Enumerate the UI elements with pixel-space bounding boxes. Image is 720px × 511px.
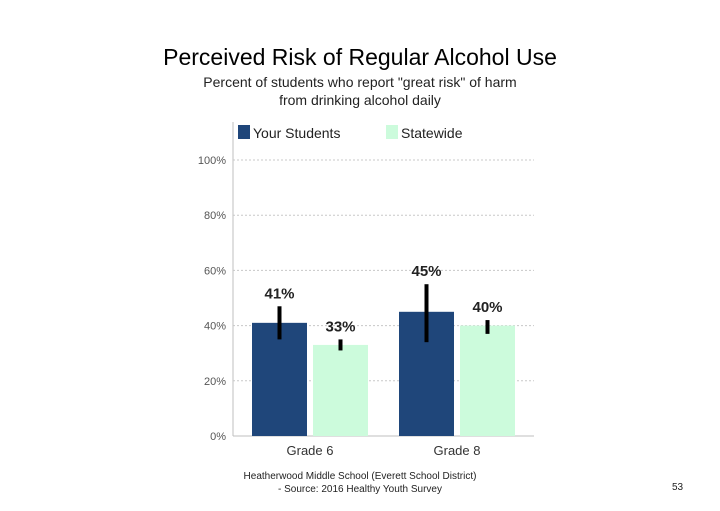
y-tick-label: 40% (204, 321, 226, 333)
footer-school: Heatherwood Middle School (Everett Schoo… (243, 471, 477, 482)
y-tick-label: 60% (204, 265, 226, 277)
subtitle-line-1: Percent of students who report "great ri… (203, 74, 517, 90)
y-tick-label: 20% (204, 376, 226, 388)
x-tick-label: Grade 8 (434, 443, 481, 458)
bar (460, 325, 515, 436)
footer-source: Heatherwood Middle School (Everett Schoo… (230, 470, 490, 496)
legend-label: Your Students (253, 125, 340, 141)
subtitle-line-2: from drinking alcohol daily (279, 92, 441, 108)
data-label: 40% (472, 299, 502, 316)
bar (313, 344, 368, 436)
page-number: 53 (672, 482, 684, 493)
legend-swatch (238, 125, 250, 139)
data-label: 45% (411, 263, 441, 280)
chart-title: Perceived Risk of Regular Alcohol Use (163, 44, 557, 70)
y-tick-label: 100% (198, 155, 226, 167)
data-label: 41% (264, 285, 294, 302)
y-tick-label: 0% (210, 431, 226, 443)
bar (252, 322, 307, 436)
legend-label: Statewide (401, 125, 463, 141)
chart-subtitle: Percent of students who report "great ri… (160, 73, 560, 109)
footer-survey: - Source: 2016 Healthy Youth Survey (278, 484, 442, 495)
data-label: 33% (325, 318, 355, 335)
legend-swatch (386, 125, 398, 139)
y-tick-label: 80% (204, 210, 226, 222)
x-tick-label: Grade 6 (287, 443, 334, 458)
